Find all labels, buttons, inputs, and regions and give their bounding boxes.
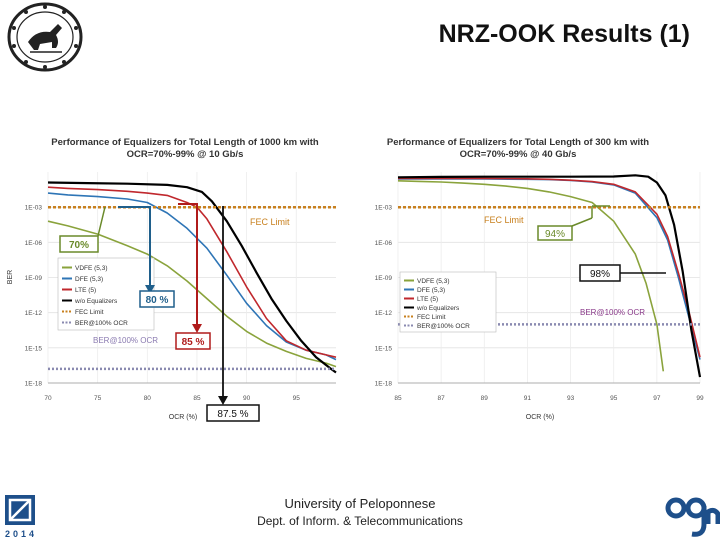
x-tick-label: 93 — [567, 395, 575, 402]
x-axis-label: OCR (%) — [526, 414, 554, 421]
x-tick-label: 85 — [394, 395, 402, 402]
y-tick-label: 1E-18 — [25, 381, 43, 388]
x-tick-label: 95 — [293, 395, 301, 402]
legend-entry: LTE (5) — [417, 296, 438, 303]
legend-entry: LTE (5) — [75, 287, 96, 294]
footer-university: University of Peloponnese — [284, 496, 436, 511]
series-line-vdfe-5-3 — [47, 220, 337, 368]
ocr100-label: BER@100% OCR — [580, 308, 645, 317]
svg-text:70%: 70% — [69, 240, 89, 251]
x-tick-label: 75 — [94, 395, 102, 402]
legend-entry: DFE (5,3) — [417, 287, 445, 294]
x-tick-label: 90 — [243, 395, 251, 402]
legend-entry: FEC Limit — [75, 309, 104, 316]
chart-title-line-2: OCR=70%-99% @ 40 Gb/s — [460, 149, 577, 160]
legend-entry: VDFE (5,3) — [417, 278, 450, 285]
series-line-lte-5 — [398, 177, 701, 358]
chart-legend: VDFE (5,3) DFE (5,3) LTE (5) w/o Equalizers… — [57, 257, 155, 331]
y-tick-label: 1E-09 — [25, 275, 43, 282]
y-tick-label: 1E-15 — [375, 345, 393, 352]
y-tick-label: 1E-03 — [25, 205, 43, 212]
chart-title-line-1: Performance of Equalizers for Total Leng… — [51, 137, 319, 148]
x-tick-label: 91 — [524, 395, 532, 402]
y-axis-label: BER — [360, 272, 362, 286]
x-tick-label: 99 — [696, 395, 704, 402]
y-tick-label: 1E-18 — [375, 381, 393, 388]
legend-entry: VDFE (5,3) — [75, 265, 108, 272]
ocr100-label: BER@100% OCR — [93, 336, 158, 345]
slide-title: NRZ-OOK Results (1) — [438, 20, 690, 48]
legend-box — [57, 257, 155, 331]
ogn-group-logo — [665, 497, 720, 537]
legend-entry: BER@100% OCR — [75, 320, 128, 327]
legend-entry: w/o Equalizers — [416, 305, 460, 312]
y-tick-label: 1E-15 — [25, 345, 43, 352]
x-tick-label: 89 — [481, 395, 489, 402]
university-seal-logo — [7, 2, 83, 72]
series-line-lte-5 — [47, 186, 337, 358]
legend-entry: DFE (5,3) — [75, 276, 103, 283]
x-tick-label: 97 — [653, 395, 661, 402]
legend-entry: w/o Equalizers — [74, 298, 118, 305]
callout-87-5-percent: 87.5 % — [206, 206, 260, 422]
legend-box — [399, 271, 497, 333]
y-tick-label: 1E-06 — [375, 240, 393, 247]
callout-94-percent: 94% — [537, 205, 610, 241]
svg-text:98%: 98% — [590, 269, 610, 280]
y-tick-label: 1E-12 — [375, 310, 393, 317]
x-tick-label: 70 — [44, 395, 52, 402]
legend-entry: BER@100% OCR — [417, 323, 470, 330]
svg-text:85 %: 85 % — [182, 337, 205, 348]
svg-text:87.5 %: 87.5 % — [217, 409, 248, 420]
series-line-w-o-equalizers — [47, 181, 337, 374]
fec-limit-label: FEC Limit — [250, 217, 290, 227]
y-tick-label: 1E-06 — [25, 240, 43, 247]
fec-limit-label: FEC Limit — [484, 215, 524, 225]
svg-text:2014: 2014 — [5, 529, 37, 539]
chart-title-line-2: OCR=70%-99% @ 10 Gb/s — [127, 149, 244, 160]
x-tick-label: 87 — [438, 395, 446, 402]
svg-text:94%: 94% — [545, 229, 565, 240]
y-axis-label: BER — [7, 270, 14, 284]
callout-70-percent: 70% — [59, 206, 106, 253]
callout-80-percent: 80 % — [118, 206, 175, 308]
x-axis-label: OCR (%) — [169, 414, 197, 421]
ber-chart-300km: Performance of Equalizers for Total Leng… — [360, 137, 704, 421]
x-tick-label: 85 — [193, 395, 201, 402]
y-tick-label: 1E-12 — [25, 310, 43, 317]
legend-entry: FEC Limit — [417, 314, 446, 321]
callout-85-percent: 85 % — [175, 203, 211, 350]
chart-title-line-1: Performance of Equalizers for Total Leng… — [387, 137, 649, 148]
x-tick-label: 80 — [144, 395, 152, 402]
ber-chart-1000km: Performance of Equalizers for Total Leng… — [7, 137, 337, 422]
footer-department: Dept. of Inform. & Telecommunications — [257, 514, 463, 528]
x-tick-label: 95 — [610, 395, 618, 402]
series-line-w-o-equalizers — [397, 174, 702, 378]
svg-text:80 %: 80 % — [146, 295, 169, 306]
callout-98-percent: 98% — [579, 264, 666, 282]
chart-legend: VDFE (5,3) DFE (5,3) LTE (5) w/o Equalizers… — [399, 271, 497, 333]
anniversary-logo: 2014 — [5, 495, 37, 539]
y-tick-label: 1E-03 — [375, 205, 393, 212]
y-tick-label: 1E-09 — [375, 275, 393, 282]
